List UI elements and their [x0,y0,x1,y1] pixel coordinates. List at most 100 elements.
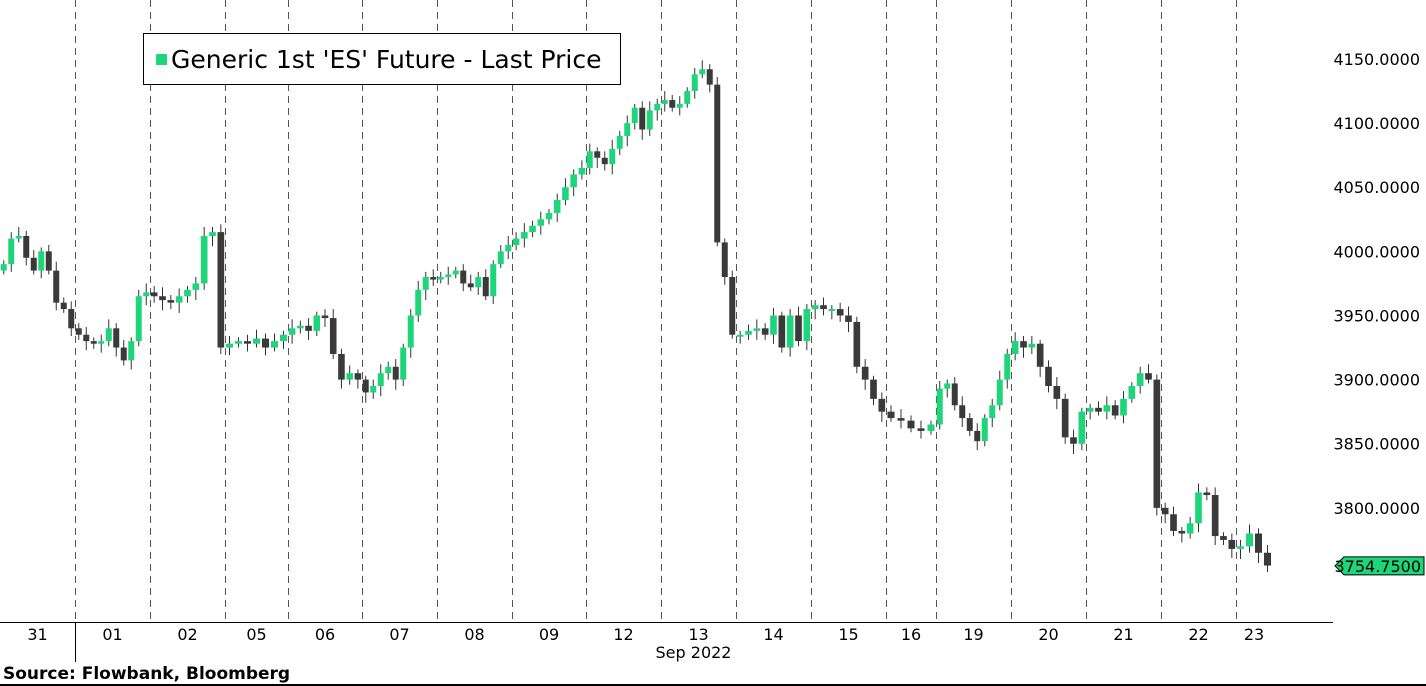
candle-body [1246,533,1253,547]
candle-body [753,328,761,331]
candle-body [661,100,668,104]
candle-body [297,325,304,329]
x-tick-label: 12 [613,625,633,644]
candle-body [778,315,786,348]
candle-body [244,341,251,344]
y-tick-label: 3900.0000 [1333,371,1420,390]
candle-body [836,309,844,316]
candle-body [490,264,497,297]
candle-body [699,69,706,75]
candle-body [430,277,437,280]
candle-body [861,366,869,380]
x-tick-label: 07 [389,625,409,644]
x-tick-label: 16 [901,625,921,644]
candle-body [167,300,175,303]
candle-body [966,418,973,431]
candle-body [98,341,105,344]
candle-body [1086,407,1094,412]
candle-body [676,103,683,108]
candle-body [209,232,216,236]
candle-body [1028,343,1036,348]
candle-body [437,277,444,280]
candle-body [959,405,966,419]
x-tick-label: 14 [763,625,783,644]
candle-body [1228,539,1236,549]
candle-body [761,328,769,335]
candle-body [1036,343,1044,367]
candle-body [1128,386,1136,399]
candle-body [1045,366,1052,387]
candle-body [989,405,996,419]
candle-body [624,123,631,136]
candle-body [370,386,377,393]
candle-body [90,341,97,344]
x-tick-label: 09 [539,625,559,644]
x-tick-label: 08 [464,625,484,644]
candle-body [75,328,82,335]
candle-body [553,200,561,213]
last-price-tag [1334,556,1425,576]
candle-body [887,411,895,419]
candle-body [586,151,593,169]
candle-body [505,244,512,252]
candle-body [706,69,713,85]
candle-body [184,289,191,297]
candle-body [0,264,7,271]
candle-body [521,232,528,239]
candle-body [745,330,752,335]
x-tick-label: 01 [102,625,122,644]
candle-body [736,334,744,337]
candle-body [639,107,646,130]
candle-body [691,74,698,92]
bottom-rule [0,684,1426,686]
y-tick-label: 4150.0000 [1333,50,1420,69]
candle-body [669,100,676,108]
candle-body [377,373,384,387]
candle-body [1255,533,1262,553]
candle-body [803,309,811,342]
candle-body [609,148,616,165]
candle-body [578,168,586,175]
candle-body [1237,546,1244,549]
candle-body [646,110,653,130]
candle-body [820,305,827,310]
candle-body [15,235,22,239]
candle-body [1220,536,1227,540]
candle-body [1170,514,1177,531]
candle-body [512,238,520,245]
candle-body [721,242,728,278]
candle-body [1070,437,1077,444]
candle-body [143,292,150,297]
candle-body [1095,407,1102,412]
x-tick-label: 19 [963,625,983,644]
candle-body [1111,405,1119,416]
candle-body [460,270,467,284]
candle-body [601,157,608,165]
candle-body [68,309,75,329]
candle-body [795,315,802,342]
y-tick-label: 3850.0000 [1333,435,1420,454]
source-note: Source: Flowbank, Bloomberg [3,664,291,684]
x-tick-label: 05 [246,625,266,644]
candle-body [53,270,60,303]
candle-body [226,343,233,348]
candle-body [594,151,601,158]
candle-body [828,309,836,312]
candle-body [400,347,407,380]
x-tick-label: 15 [838,625,858,644]
candle-body [346,373,353,380]
candle-body [135,296,142,342]
candle-body [907,420,915,429]
candle-body [936,388,943,425]
y-tick-label: 3950.0000 [1333,306,1420,325]
candle-body [1145,373,1152,380]
x-tick-label: 23 [1244,625,1264,644]
candle-body [415,289,422,316]
candle-body [1264,552,1271,566]
candle-body [1211,495,1219,537]
candle-body [305,325,312,331]
candle-body [853,321,861,367]
candle-body [113,328,120,348]
candle-body [30,257,37,271]
